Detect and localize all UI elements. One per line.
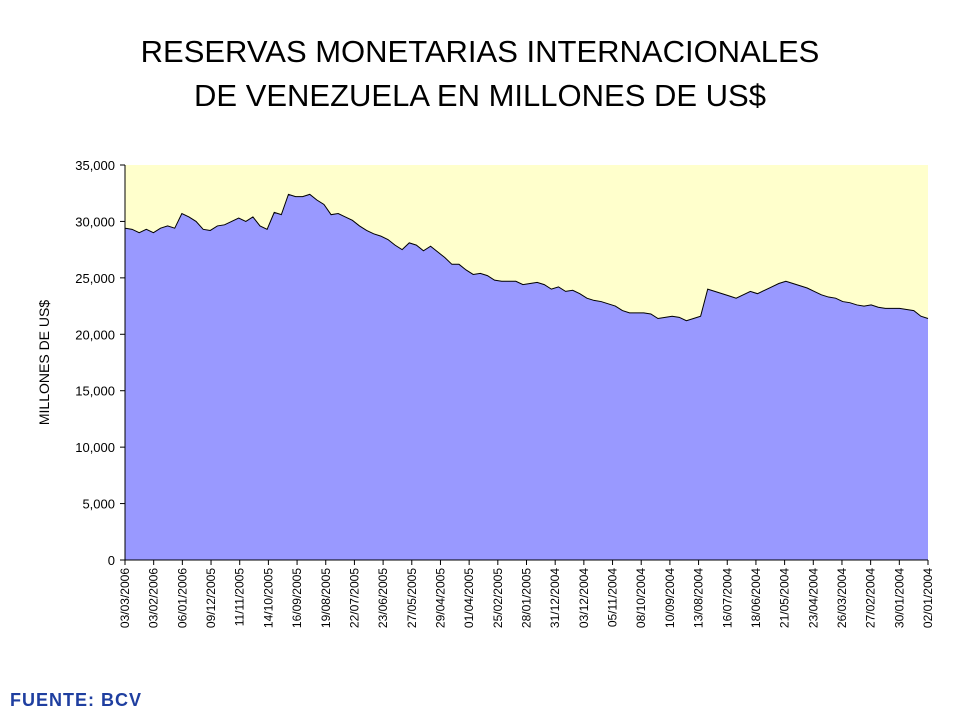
x-tick-label: 27/02/2004 [864, 568, 878, 628]
x-tick-label: 28/01/2005 [520, 568, 534, 628]
x-tick-label: 26/03/2004 [835, 568, 849, 628]
y-tick-label: 20,000 [75, 327, 115, 342]
x-tick-label: 11/11/2005 [233, 568, 247, 627]
y-tick-label: 0 [108, 553, 115, 568]
chart-title-line-1: RESERVAS MONETARIAS INTERNACIONALES [140, 34, 820, 69]
y-tick-label: 35,000 [75, 158, 115, 173]
y-tick-label: 30,000 [75, 214, 115, 229]
x-tick-label: 16/07/2004 [720, 568, 734, 628]
x-tick-label: 09/12/2005 [204, 568, 218, 628]
x-tick-label: 06/01/2006 [175, 568, 189, 628]
chart-title-line-2: DE VENEZUELA EN MILLONES DE US$ [194, 78, 766, 113]
area-series [125, 194, 928, 560]
x-tick-label: 03/03/2006 [118, 568, 132, 628]
y-tick-label: 5,000 [82, 497, 115, 512]
source-note: FUENTE: BCV [10, 690, 142, 710]
y-tick-label: 25,000 [75, 271, 115, 286]
x-tick-label: 23/06/2005 [376, 568, 390, 628]
x-tick-label: 05/11/2004 [606, 568, 620, 627]
x-tick-label: 01/04/2005 [462, 568, 476, 628]
x-tick-label: 19/08/2005 [319, 568, 333, 628]
y-tick-label: 15,000 [75, 384, 115, 399]
chart-title: RESERVAS MONETARIAS INTERNACIONALES DE V… [0, 30, 960, 118]
x-tick-label: 27/05/2005 [405, 568, 419, 628]
y-tick-label: 10,000 [75, 440, 115, 455]
x-tick-label: 29/04/2005 [434, 568, 448, 628]
x-tick-label: 13/08/2004 [692, 568, 706, 628]
area-series-outline [124, 193, 929, 322]
x-tick-label: 03/12/2004 [577, 568, 591, 628]
x-tick-label: 14/10/2005 [261, 568, 275, 628]
x-tick-label: 30/01/2004 [892, 568, 906, 628]
x-tick-label: 02/01/2004 [921, 568, 935, 628]
x-tick-label: 03/02/2006 [147, 568, 161, 628]
x-tick-label: 16/09/2005 [290, 568, 304, 628]
x-tick-label: 08/10/2004 [634, 568, 648, 628]
y-axis-label: MILLONES DE US$ [36, 300, 52, 425]
x-tick-label: 18/06/2004 [749, 568, 763, 628]
x-tick-label: 22/07/2005 [347, 568, 361, 628]
x-tick-label: 23/04/2004 [806, 568, 820, 628]
x-tick-label: 21/05/2004 [778, 568, 792, 628]
x-tick-label: 31/12/2004 [548, 568, 562, 628]
x-tick-label: 10/09/2004 [663, 568, 677, 628]
x-tick-label: 25/02/2005 [491, 568, 505, 628]
